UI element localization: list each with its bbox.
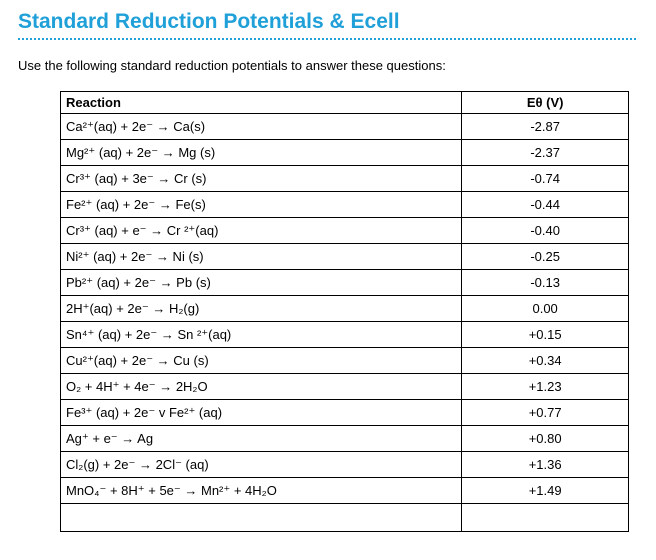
- reaction-cell: O₂ + 4H⁺ + 4e⁻ → 2H₂O: [59, 373, 463, 400]
- potential-cell: +0.34: [461, 347, 629, 374]
- potential-cell: -2.87: [461, 113, 629, 140]
- title-divider: [18, 38, 636, 40]
- table-row: Fe²⁺ (aq) + 2e⁻ → Fe(s) -0.44: [59, 191, 629, 218]
- potential-cell: -0.25: [461, 243, 629, 270]
- table-row: Mg²⁺ (aq) + 2e⁻ → Mg (s) -2.37: [59, 139, 629, 166]
- table-row: Fe³⁺ (aq) + 2e⁻ v Fe²⁺ (aq) +0.77: [59, 399, 629, 426]
- reaction-cell: MnO₄⁻ + 8H⁺ + 5e⁻ → Mn²⁺ + 4H₂O: [59, 477, 463, 504]
- potential-cell: +1.36: [461, 451, 629, 478]
- table-row: [59, 503, 629, 532]
- potential-cell: [461, 503, 629, 532]
- reduction-potentials-table: Reaction Eθ (V) Ca²⁺(aq) + 2e⁻ → Ca(s) -2…: [59, 91, 629, 532]
- table-row: 2H⁺(aq) + 2e⁻ → H₂(g) 0.00: [59, 295, 629, 322]
- reaction-cell: Ag⁺ + e⁻ → Ag: [59, 425, 463, 452]
- potential-cell: +1.49: [461, 477, 629, 504]
- reaction-cell: Mg²⁺ (aq) + 2e⁻ → Mg (s): [59, 139, 463, 166]
- reaction-cell: Cl₂(g) + 2e⁻ → 2Cl⁻ (aq): [59, 451, 463, 478]
- table-row: Cl₂(g) + 2e⁻ → 2Cl⁻ (aq) +1.36: [59, 451, 629, 478]
- table-row: Cu²⁺(aq) + 2e⁻ → Cu (s) +0.34: [59, 347, 629, 374]
- table-row: Pb²⁺ (aq) + 2e⁻ → Pb (s) -0.13: [59, 269, 629, 296]
- potential-cell: -0.40: [461, 217, 629, 244]
- potential-cell: -0.74: [461, 165, 629, 192]
- table-row: Sn⁴⁺ (aq) + 2e⁻ → Sn ²⁺(aq) +0.15: [59, 321, 629, 348]
- potential-column-header: Eθ (V): [461, 91, 629, 114]
- table-row: MnO₄⁻ + 8H⁺ + 5e⁻ → Mn²⁺ + 4H₂O +1.49: [59, 477, 629, 504]
- reaction-cell: 2H⁺(aq) + 2e⁻ → H₂(g): [59, 295, 463, 322]
- reaction-cell: Cr³⁺ (aq) + e⁻ → Cr ²⁺(aq): [59, 217, 463, 244]
- intro-text: Use the following standard reduction pot…: [18, 58, 446, 73]
- potential-cell: +1.23: [461, 373, 629, 400]
- potential-cell: +0.77: [461, 399, 629, 426]
- table-row: Ag⁺ + e⁻ → Ag +0.80: [59, 425, 629, 452]
- table-row: Cr³⁺ (aq) + 3e⁻ → Cr (s) -0.74: [59, 165, 629, 192]
- table-header-row: Reaction Eθ (V): [59, 91, 629, 114]
- potential-cell: +0.15: [461, 321, 629, 348]
- potential-cell: -0.44: [461, 191, 629, 218]
- potential-cell: -0.13: [461, 269, 629, 296]
- reaction-cell: Cr³⁺ (aq) + 3e⁻ → Cr (s): [59, 165, 463, 192]
- reaction-cell: [59, 503, 463, 532]
- reaction-cell: Pb²⁺ (aq) + 2e⁻ → Pb (s): [59, 269, 463, 296]
- table-row: Cr³⁺ (aq) + e⁻ → Cr ²⁺(aq) -0.40: [59, 217, 629, 244]
- reaction-cell: Cu²⁺(aq) + 2e⁻ → Cu (s): [59, 347, 463, 374]
- reaction-cell: Ca²⁺(aq) + 2e⁻ → Ca(s): [59, 113, 463, 140]
- table-row: Ni²⁺ (aq) + 2e⁻ → Ni (s) -0.25: [59, 243, 629, 270]
- reaction-cell: Sn⁴⁺ (aq) + 2e⁻ → Sn ²⁺(aq): [59, 321, 463, 348]
- reaction-cell: Fe³⁺ (aq) + 2e⁻ v Fe²⁺ (aq): [59, 399, 463, 426]
- potential-cell: +0.80: [461, 425, 629, 452]
- potential-cell: 0.00: [461, 295, 629, 322]
- table-row: Ca²⁺(aq) + 2e⁻ → Ca(s) -2.87: [59, 113, 629, 140]
- table-row: O₂ + 4H⁺ + 4e⁻ → 2H₂O +1.23: [59, 373, 629, 400]
- potential-cell: -2.37: [461, 139, 629, 166]
- reaction-cell: Ni²⁺ (aq) + 2e⁻ → Ni (s): [59, 243, 463, 270]
- page-title: Standard Reduction Potentials & Ecell: [18, 10, 400, 33]
- reaction-column-header: Reaction: [59, 91, 463, 114]
- reaction-cell: Fe²⁺ (aq) + 2e⁻ → Fe(s): [59, 191, 463, 218]
